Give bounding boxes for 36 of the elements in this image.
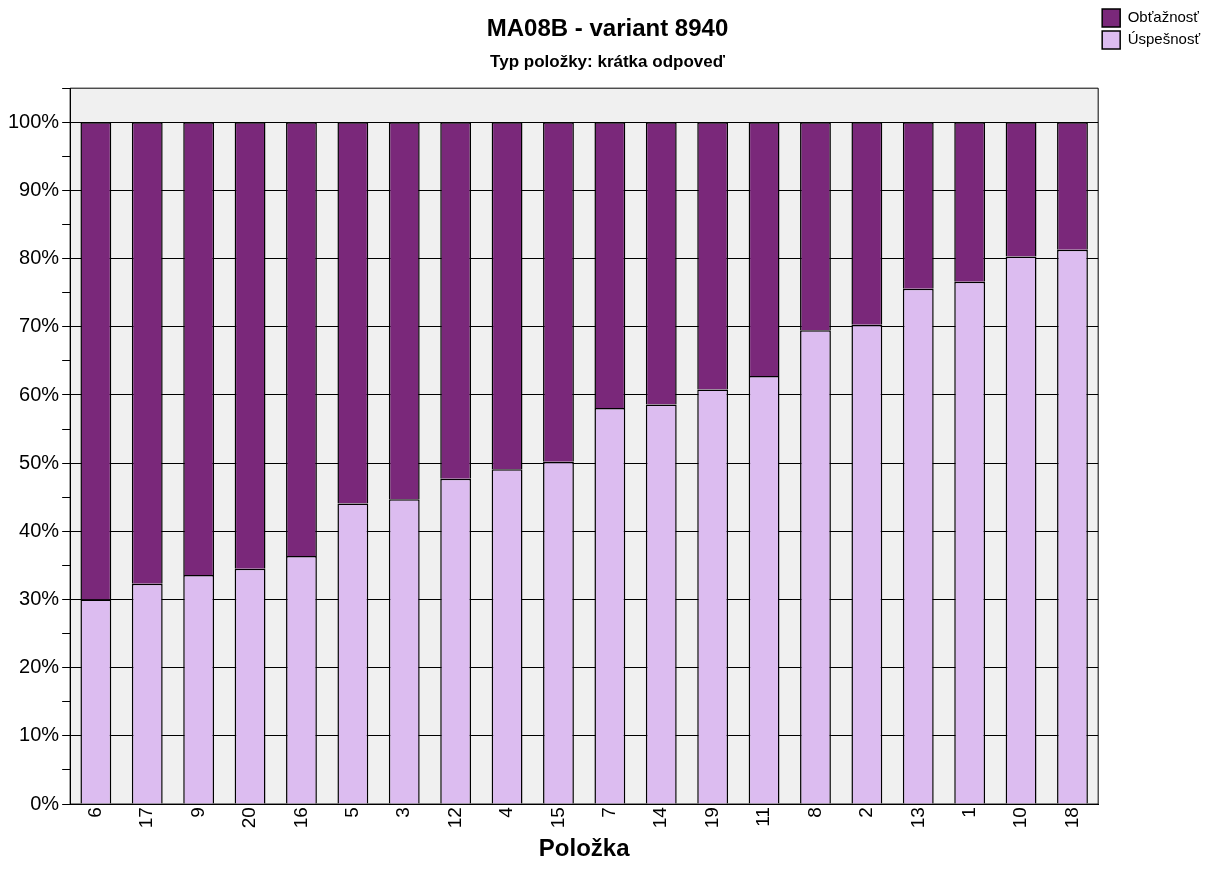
legend-label: Obťažnosť xyxy=(1127,8,1200,26)
y-tick-label: 0% xyxy=(30,791,60,814)
x-tick-label: 1 xyxy=(957,807,979,818)
y-tick-label: 70% xyxy=(19,314,60,337)
x-tick-label: 4 xyxy=(495,806,517,818)
y-tick-label: 90% xyxy=(19,177,60,200)
x-tick-label: 19 xyxy=(700,807,722,829)
x-tick-label: 13 xyxy=(906,807,928,829)
x-tick-label: 15 xyxy=(546,807,568,829)
chart-title: MA08B - variant 8940 xyxy=(486,14,729,42)
y-tick-label: 80% xyxy=(19,246,60,269)
y-tick-label: 30% xyxy=(19,587,60,610)
x-tick-label: 7 xyxy=(598,807,620,818)
y-tick-label: 100% xyxy=(8,109,60,132)
y-tick-label: 20% xyxy=(19,655,60,678)
x-tick-label: 14 xyxy=(649,806,671,829)
x-tick-label: 17 xyxy=(135,807,157,829)
x-axis-title: Položka xyxy=(538,834,631,862)
x-tick-label: 18 xyxy=(1060,807,1082,829)
y-tick-label: 10% xyxy=(19,723,60,746)
x-tick-label: 6 xyxy=(84,807,106,818)
x-tick-label: 3 xyxy=(392,807,414,818)
x-tick-label: 20 xyxy=(238,807,260,829)
x-tick-label: 10 xyxy=(1009,807,1031,829)
y-tick-label: 50% xyxy=(19,450,60,473)
x-tick-label: 12 xyxy=(443,807,465,829)
y-tick-label: 60% xyxy=(19,382,60,405)
x-tick-label: 2 xyxy=(855,807,877,818)
x-tick-label: 5 xyxy=(341,807,363,818)
legend-label: Úspešnosť xyxy=(1127,30,1201,48)
x-tick-label: 9 xyxy=(186,807,208,818)
x-tick-label: 11 xyxy=(752,807,774,827)
x-tick-label: 16 xyxy=(289,807,311,829)
x-tick-label: 8 xyxy=(803,807,825,818)
y-tick-label: 40% xyxy=(19,518,60,541)
chart-subtitle: Typ položky: krátka odpoveď xyxy=(490,51,726,71)
